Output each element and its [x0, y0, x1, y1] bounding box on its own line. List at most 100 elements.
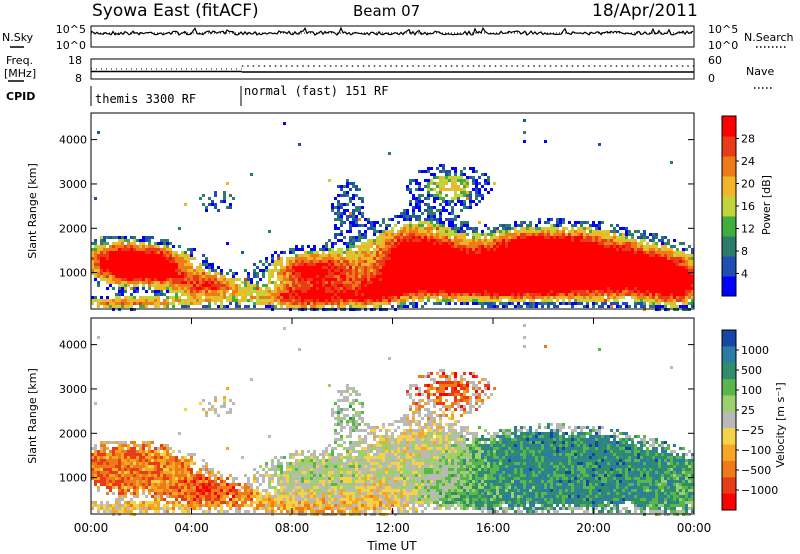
velocity-cell — [103, 441, 106, 444]
power-cell — [454, 194, 457, 197]
power-cell — [460, 236, 463, 239]
power-cell — [676, 254, 679, 257]
power-cell — [646, 260, 649, 263]
power-cell — [523, 302, 526, 305]
power-cell — [655, 281, 658, 284]
power-cell — [481, 173, 484, 176]
power-cell — [409, 188, 412, 191]
power-cell — [604, 275, 607, 278]
power-cell — [457, 230, 460, 233]
power-cell — [493, 284, 496, 287]
power-cell — [505, 233, 508, 236]
power-cell — [367, 275, 370, 278]
power-cell — [538, 302, 541, 305]
power-cell — [574, 299, 577, 302]
power-cell — [133, 275, 136, 278]
power-cell — [574, 290, 577, 293]
power-cell — [664, 248, 667, 251]
power-cell — [577, 227, 580, 230]
power-cell — [397, 260, 400, 263]
power-cell — [400, 251, 403, 254]
power-cell — [445, 176, 448, 179]
power-cell — [430, 209, 433, 212]
power-cell — [562, 245, 565, 248]
power-cell — [304, 254, 307, 257]
power-cell — [496, 257, 499, 260]
power-cell — [433, 269, 436, 272]
power-cell — [400, 266, 403, 269]
power-cell — [391, 278, 394, 281]
power-cell — [286, 305, 289, 308]
power-cell — [403, 269, 406, 272]
power-cell — [577, 239, 580, 242]
power-cell — [262, 263, 265, 266]
power-cell — [421, 290, 424, 293]
power-cell — [364, 218, 367, 221]
power-cell — [346, 269, 349, 272]
power-cell — [526, 272, 529, 275]
power-cell — [631, 266, 634, 269]
power-cell — [271, 281, 274, 284]
power-cell — [667, 266, 670, 269]
power-cell — [325, 254, 328, 257]
power-cell — [613, 242, 616, 245]
power-cell — [415, 242, 418, 245]
power-cell — [556, 245, 559, 248]
power-cell — [157, 299, 160, 302]
power-cell — [460, 290, 463, 293]
power-cell — [526, 278, 529, 281]
power-cell — [547, 290, 550, 293]
power-cell — [412, 263, 415, 266]
power-cell — [415, 281, 418, 284]
power-cell — [313, 287, 316, 290]
power-cell — [286, 272, 289, 275]
power-cell — [661, 266, 664, 269]
power-cell — [568, 254, 571, 257]
power-cell — [463, 185, 466, 188]
power-cell — [508, 236, 511, 239]
power-cell — [124, 275, 127, 278]
power-cell — [568, 275, 571, 278]
power-cell — [397, 248, 400, 251]
power-cell — [640, 272, 643, 275]
power-cell — [169, 269, 172, 272]
power-cell — [388, 281, 391, 284]
power-cell — [508, 263, 511, 266]
power-cell — [505, 266, 508, 269]
power-cell — [148, 242, 151, 245]
power-cell — [397, 302, 400, 305]
power-cell — [181, 266, 184, 269]
power-cell — [301, 272, 304, 275]
power-cell — [412, 299, 415, 302]
power-cell — [190, 248, 193, 251]
power-cell — [643, 245, 646, 248]
power-cell — [688, 257, 691, 260]
power-cell — [499, 296, 502, 299]
power-cell — [367, 242, 370, 245]
power-cell — [427, 188, 430, 191]
power-cell — [157, 269, 160, 272]
power-cell — [295, 257, 298, 260]
power-cell — [568, 281, 571, 284]
power-cell — [688, 293, 691, 296]
power-cell — [391, 296, 394, 299]
power-cell — [361, 266, 364, 269]
power-cell — [628, 242, 631, 245]
power-cell — [412, 281, 415, 284]
power-cell — [604, 230, 607, 233]
power-cell — [397, 257, 400, 260]
power-cell — [436, 296, 439, 299]
power-cell — [160, 284, 163, 287]
power-cell — [691, 251, 694, 254]
power-cell — [640, 281, 643, 284]
power-cell — [616, 230, 619, 233]
power-cell — [583, 260, 586, 263]
power-cell — [538, 236, 541, 239]
power-cell — [604, 263, 607, 266]
power-cell — [373, 281, 376, 284]
power-cell — [394, 278, 397, 281]
power-cell — [529, 305, 532, 308]
power-cell — [439, 263, 442, 266]
power-cell — [424, 245, 427, 248]
power-cell — [481, 260, 484, 263]
